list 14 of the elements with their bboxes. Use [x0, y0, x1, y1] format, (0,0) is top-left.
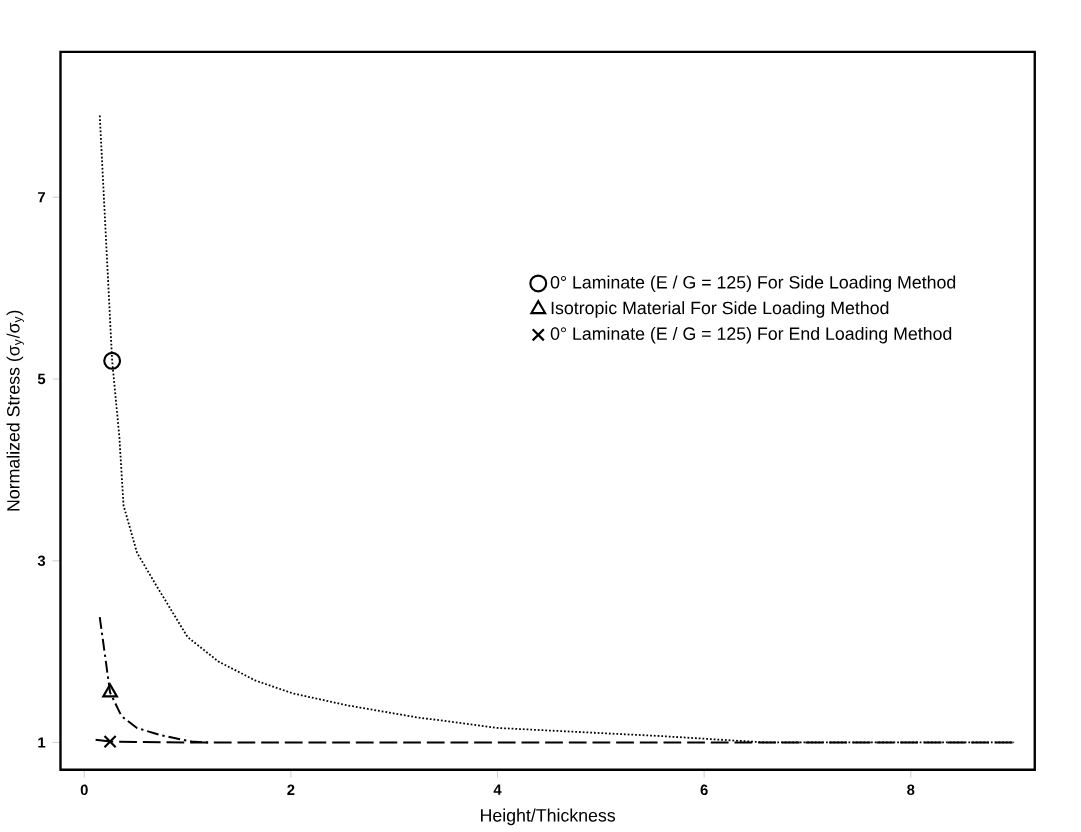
y-tick-label: 5: [37, 373, 46, 385]
x-axis-title: Height/Thickness: [481, 808, 616, 826]
legend-label: 0° Laminate (E / G = 125) For End Loading Method: [550, 327, 952, 344]
y-tick-label: 3: [37, 555, 46, 567]
x-tick-label: 8: [907, 784, 915, 796]
y-tick-label: 7: [38, 192, 45, 203]
y-axis-title: Normalized Stress (σ$_{y}$/σ$_{y}$): [6, 310, 24, 511]
x-tick-label: 4: [493, 784, 502, 795]
y-tick-label: 1: [38, 737, 46, 748]
legend-label: 0° Laminate (E / G = 125) For Side Loading Method: [550, 275, 956, 293]
x-tick-label: 6: [700, 784, 708, 796]
x-tick-label: 2: [287, 784, 295, 796]
legend-label: Isotropic Material For Side Loading Method: [551, 301, 889, 318]
x-tick-label: 0: [80, 784, 88, 796]
